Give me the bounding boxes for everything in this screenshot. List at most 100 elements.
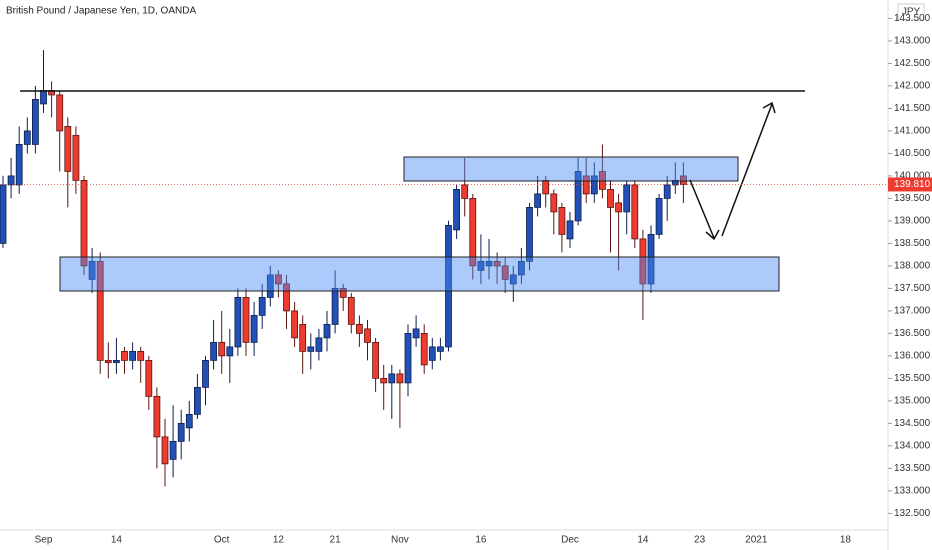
candle-body <box>631 184 639 240</box>
candle-body <box>534 193 541 208</box>
candle-body <box>169 440 177 460</box>
candle-body <box>323 323 331 339</box>
candle-body <box>663 184 671 199</box>
candle-body <box>469 198 477 267</box>
y-tick-label: 139.500 <box>894 193 931 204</box>
x-tick-label: 14 <box>637 535 649 546</box>
candle-body <box>364 328 371 343</box>
x-tick-label: Sep <box>35 535 53 546</box>
candle-body <box>420 332 428 366</box>
candle-body <box>372 341 380 379</box>
candle-body <box>226 346 234 357</box>
candle-body <box>80 180 88 267</box>
candle-body <box>493 261 501 267</box>
candle-body <box>453 189 461 231</box>
candle-body <box>129 350 137 361</box>
y-tick-label: 134.500 <box>894 418 931 429</box>
candle-body <box>193 386 201 415</box>
candle-body <box>404 332 412 384</box>
candle-body <box>250 314 258 343</box>
candle-body <box>680 175 687 185</box>
y-tick-label: 135.000 <box>894 396 931 407</box>
candle-body <box>331 287 339 325</box>
candle-body <box>615 202 622 213</box>
candle-body <box>177 422 185 442</box>
y-tick-label: 133.000 <box>894 485 931 496</box>
candle-body <box>485 261 493 267</box>
x-tick-label: Oct <box>214 535 230 546</box>
forecast-arrow-up <box>721 103 773 237</box>
candle-body <box>7 175 15 186</box>
candle-body <box>185 413 193 429</box>
candle-body <box>291 310 299 339</box>
candle-body <box>461 184 469 199</box>
candle-body <box>355 323 363 334</box>
candle-body <box>242 296 250 343</box>
forecast-arrow-down <box>689 179 715 239</box>
y-tick-label: 137.000 <box>894 306 931 317</box>
x-tick-label: Nov <box>391 535 409 546</box>
y-tick-label: 140.500 <box>894 148 931 159</box>
candle-body <box>64 126 72 172</box>
candle-body <box>202 359 209 388</box>
candle-body <box>509 274 517 285</box>
candle-body <box>339 287 347 298</box>
y-tick-label: 133.500 <box>894 463 931 474</box>
y-tick-label: 143.500 <box>894 13 931 24</box>
x-tick-label: 23 <box>694 535 706 546</box>
currency-box <box>897 3 925 21</box>
candle-body <box>153 395 161 438</box>
candle-body <box>96 261 104 361</box>
candle-body <box>56 94 64 132</box>
candle-body <box>477 261 485 271</box>
x-tick-label: 12 <box>273 535 285 546</box>
y-tick-label: 138.500 <box>894 238 931 249</box>
candle-body <box>623 184 631 213</box>
candle-body <box>161 436 169 465</box>
candle-body <box>234 296 242 348</box>
y-tick-label: 132.500 <box>894 508 931 519</box>
candle-body <box>380 377 388 384</box>
y-tick-label: 143.000 <box>894 36 931 47</box>
candles <box>0 49 687 487</box>
candle-body <box>121 350 128 361</box>
y-tick-label: 136.500 <box>894 328 931 339</box>
candle-body <box>518 261 525 276</box>
candle-body <box>558 207 566 235</box>
candle-body <box>671 180 679 186</box>
arrow-head <box>705 229 720 241</box>
candle-body <box>574 171 582 222</box>
candle-body <box>15 144 23 186</box>
candle-body <box>639 238 647 285</box>
candle-body <box>23 130 31 145</box>
candle-body <box>582 175 590 195</box>
candle-body <box>299 323 307 352</box>
candle-body <box>218 341 226 357</box>
candle-body <box>590 175 598 195</box>
candle-body <box>607 189 614 208</box>
candle-body <box>396 373 404 384</box>
resistance-zone <box>403 156 739 182</box>
candle-body <box>0 184 7 244</box>
y-tick-label: 142.500 <box>894 58 931 69</box>
candle-body <box>104 359 112 364</box>
y-tick-label: 141.000 <box>894 126 931 137</box>
candle-body <box>542 180 550 195</box>
candle-body <box>113 359 120 364</box>
candle-body <box>40 90 47 105</box>
x-tick-label: 18 <box>840 535 852 546</box>
y-tick-label: 135.500 <box>894 373 931 384</box>
y-tick-label: 137.500 <box>894 283 931 294</box>
candle-body <box>412 328 420 339</box>
arrow-head <box>762 101 776 114</box>
candle-body <box>655 198 663 235</box>
x-tick-label: 16 <box>475 535 487 546</box>
last-price-tag <box>888 177 932 192</box>
y-tick-label: 139.000 <box>894 216 931 227</box>
chart-title: British Pound / Japanese Yen, 1D, OANDA <box>6 6 196 17</box>
candle-body <box>137 350 145 361</box>
candle-body <box>550 193 558 213</box>
currency: JPY <box>902 7 921 18</box>
x-tick-label: 21 <box>330 535 342 546</box>
support-zone <box>59 256 780 292</box>
